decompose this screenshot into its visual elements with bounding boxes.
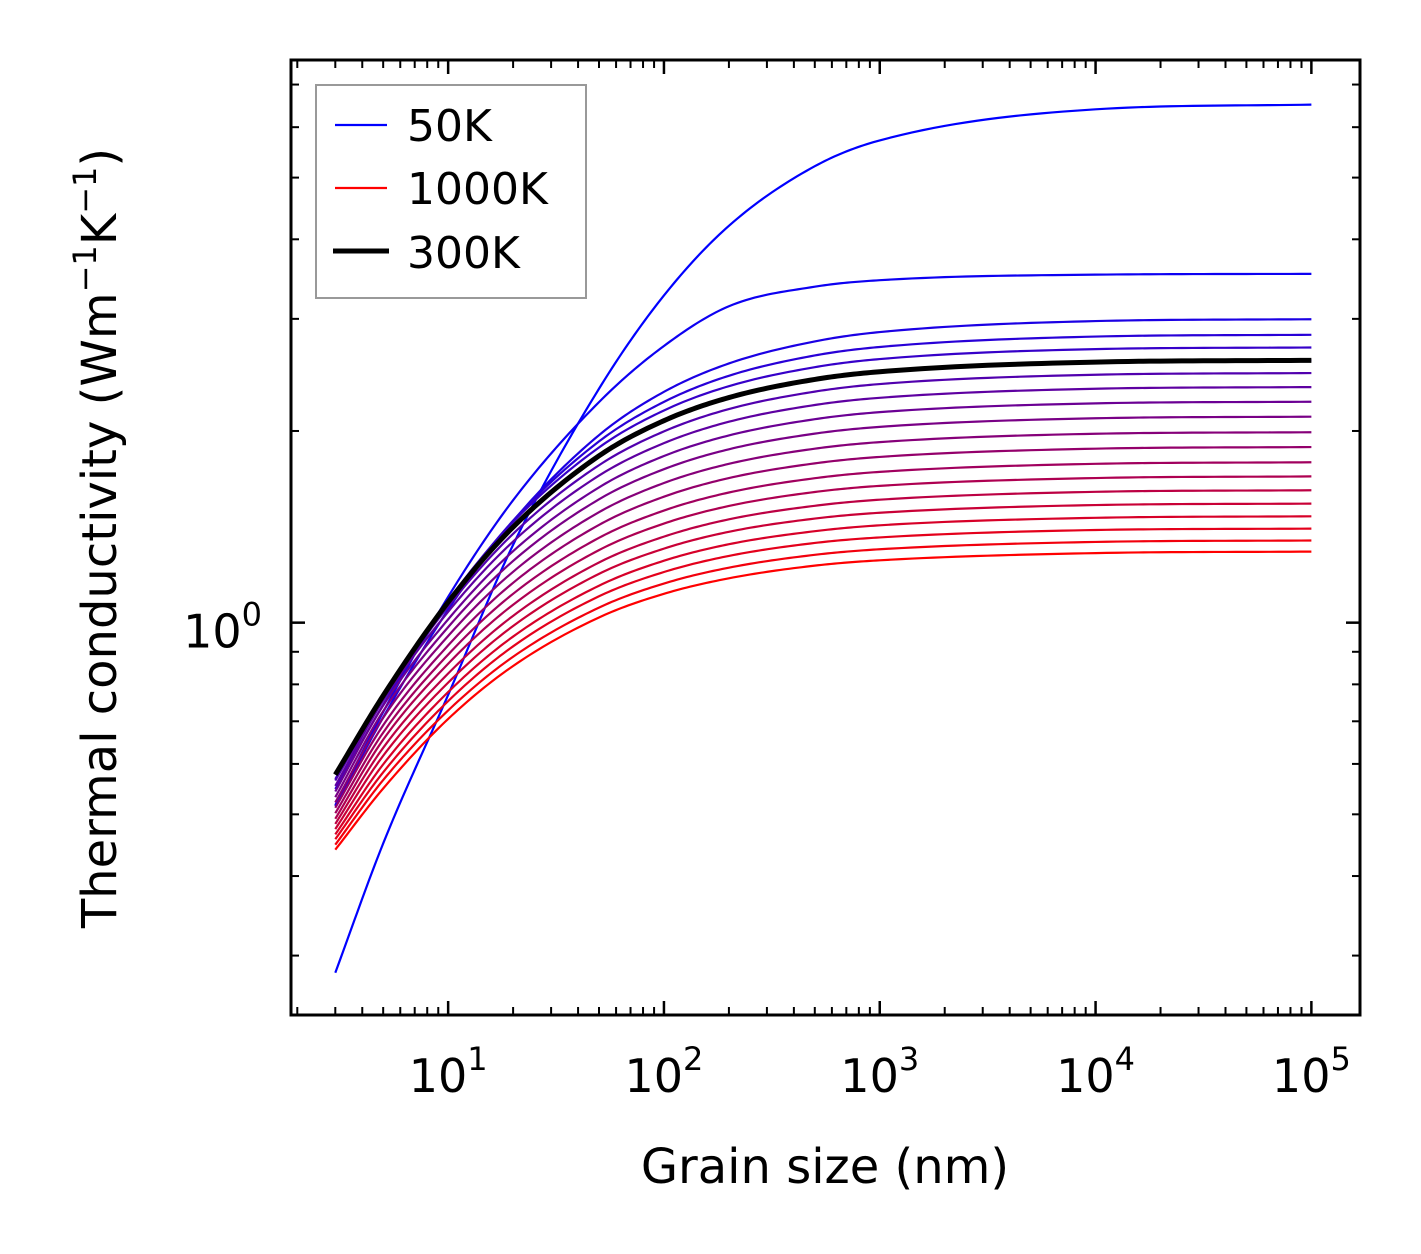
x-tick-label-base: 10 [840,1049,899,1103]
plot-frame [289,58,1362,1017]
series-line-highlight-300k [333,357,1312,777]
series-line-650k [334,461,1312,814]
x-tick-label: 102 [624,1040,703,1103]
series-line-900k [334,527,1312,840]
y-axis-label-mid: K [72,212,128,245]
y-axis-label: Thermal conductivity (Wm−1K−1) [66,148,128,929]
series-line-500k [334,415,1312,798]
x-tick-label-base: 10 [624,1049,683,1103]
series-line-50k [334,103,1312,974]
x-tick-label: 104 [1056,1040,1135,1103]
legend-label-1000k: 1000K [407,164,549,215]
legend: 50K 1000K 300K [315,84,587,299]
legend-label-50k: 50K [407,101,493,152]
series-line-850k [334,515,1312,836]
legend-frame [315,84,587,299]
x-tick-label: 103 [840,1040,919,1103]
series-line-550k [334,431,1312,803]
y-tick-label-base: 10 [183,605,242,659]
y-tick-label-exponent: 0 [242,596,262,634]
x-tick-label-exponent: 4 [1115,1040,1135,1078]
series-line-700k [334,475,1312,820]
series-line-950k [334,539,1312,846]
x-tick-label-exponent: 5 [1330,1040,1350,1078]
series-line-800k [334,502,1312,830]
x-tick-label-exponent: 2 [683,1040,703,1078]
x-tick-label: 101 [409,1040,488,1103]
legend-label-300k: 300K [407,228,521,279]
series-line-1000k [334,550,1312,851]
x-tick-label-base: 10 [1272,1049,1331,1103]
y-tick-label: 100 [183,596,262,659]
series-line-600k [334,445,1312,809]
series-line-450k [334,400,1312,793]
y-axis-label-prefix: Thermal conductivity (Wm [72,292,128,929]
series-line-750k [334,489,1312,825]
y-axis-label-sup2: −1 [66,167,104,214]
y-axis-label-suffix: ) [72,148,128,167]
series-line-400k [334,385,1312,787]
x-tick-label-exponent: 1 [467,1040,487,1078]
x-tick-label: 105 [1272,1040,1351,1103]
series-line-150k [334,318,1312,807]
y-axis-label-sup1: −1 [66,245,104,292]
x-tick-label-base: 10 [409,1049,468,1103]
x-tick-label-base: 10 [1056,1049,1115,1103]
x-tick-label-exponent: 3 [899,1040,919,1078]
x-axis-label: Grain size (nm) [641,1139,1009,1195]
series-layer [333,103,1312,974]
